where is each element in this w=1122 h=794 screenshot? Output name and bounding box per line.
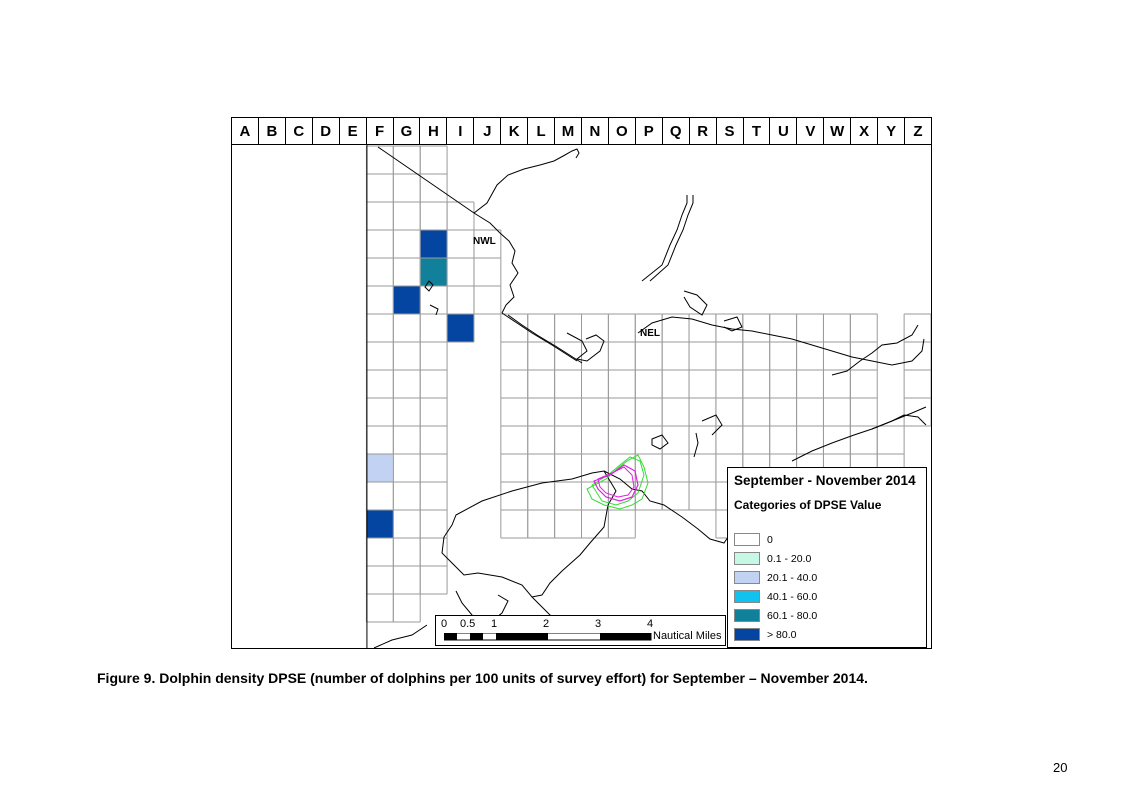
grid-column-label: L xyxy=(528,118,556,144)
grid-column-label: N xyxy=(582,118,609,144)
grid-column-label: I xyxy=(447,118,475,144)
figure-caption: Figure 9. Dolphin density DPSE (number o… xyxy=(97,670,868,686)
legend-item: 20.1 - 40.0 xyxy=(734,570,817,585)
density-cells xyxy=(366,230,474,538)
page-number: 20 xyxy=(1053,760,1068,775)
legend-item: 0.1 - 20.0 xyxy=(734,551,811,566)
nel-label: NEL xyxy=(640,328,660,339)
nwl-label: NWL xyxy=(473,236,496,247)
grid-column-label: O xyxy=(609,118,636,144)
grid-column-label: H xyxy=(420,118,448,144)
scale-tick-label: 2 xyxy=(543,618,550,630)
legend-swatch xyxy=(734,628,760,641)
legend-swatch xyxy=(734,533,760,546)
legend-label: 0.1 - 20.0 xyxy=(767,552,812,565)
grid-column-label: W xyxy=(824,118,852,144)
map-legend: September - November 2014 Categories of … xyxy=(727,467,927,648)
legend-item: > 80.0 xyxy=(734,627,797,642)
legend-label: 40.1 - 60.0 xyxy=(767,590,818,603)
grid-column-label: B xyxy=(259,118,286,144)
density-cell xyxy=(420,230,447,258)
grid-column-label: P xyxy=(636,118,663,144)
grid-column-label: R xyxy=(690,118,717,144)
scale-tick-label: 4 xyxy=(647,618,654,630)
grid-column-label: Q xyxy=(663,118,690,144)
legend-label: 0 xyxy=(767,533,773,546)
legend-title: September - November 2014 xyxy=(734,473,916,488)
legend-swatch xyxy=(734,552,760,565)
coastline xyxy=(373,146,927,648)
grid-column-label: K xyxy=(501,118,529,144)
scale-bar-graphic xyxy=(444,633,652,641)
grid-column-label: V xyxy=(797,118,825,144)
legend-swatch xyxy=(734,571,760,584)
grid-column-label: D xyxy=(313,118,340,144)
scale-tick-label: 0.5 xyxy=(460,618,476,630)
grid-column-label: S xyxy=(717,118,744,144)
grid-column-label: T xyxy=(744,118,771,144)
density-cell xyxy=(366,510,393,538)
legend-label: 20.1 - 40.0 xyxy=(767,571,818,584)
scale-bar: 0 0.5 1 2 3 4 Nautical Miles xyxy=(435,615,726,646)
legend-item: 60.1 - 80.0 xyxy=(734,608,817,623)
grid-column-label: A xyxy=(232,118,259,144)
legend-swatch xyxy=(734,609,760,622)
grid-column-label: Y xyxy=(878,118,906,144)
grid-column-label: C xyxy=(286,118,313,144)
marine-park-boundary xyxy=(586,454,649,510)
grid-column-label: M xyxy=(555,118,582,144)
legend-label: > 80.0 xyxy=(767,628,797,641)
survey-grid-map: NWL NEL xyxy=(365,145,931,648)
density-cell xyxy=(447,314,474,342)
density-cell xyxy=(420,258,447,286)
scale-tick-label: 1 xyxy=(491,618,498,630)
grid-column-label: Z xyxy=(913,122,923,140)
scale-tick-label: 0 xyxy=(441,618,448,630)
density-cell xyxy=(393,286,420,314)
grid-column-label: U xyxy=(770,118,798,144)
legend-label: 60.1 - 80.0 xyxy=(767,609,818,622)
grid-lines xyxy=(365,145,931,623)
legend-swatch xyxy=(734,590,760,603)
grid-column-label: G xyxy=(394,118,421,144)
grid-column-label: X xyxy=(851,118,879,144)
grid-column-label: F xyxy=(367,118,394,144)
legend-subtitle: Categories of DPSE Value xyxy=(734,498,882,512)
grid-column-label: E xyxy=(340,118,367,144)
grid-column-label: J xyxy=(474,118,502,144)
legend-item: 40.1 - 60.0 xyxy=(734,589,817,604)
density-cell xyxy=(366,454,393,482)
legend-item: 0 xyxy=(734,532,773,547)
scale-tick-label: 3 xyxy=(595,618,602,630)
scale-unit-label: Nautical Miles xyxy=(653,630,722,642)
